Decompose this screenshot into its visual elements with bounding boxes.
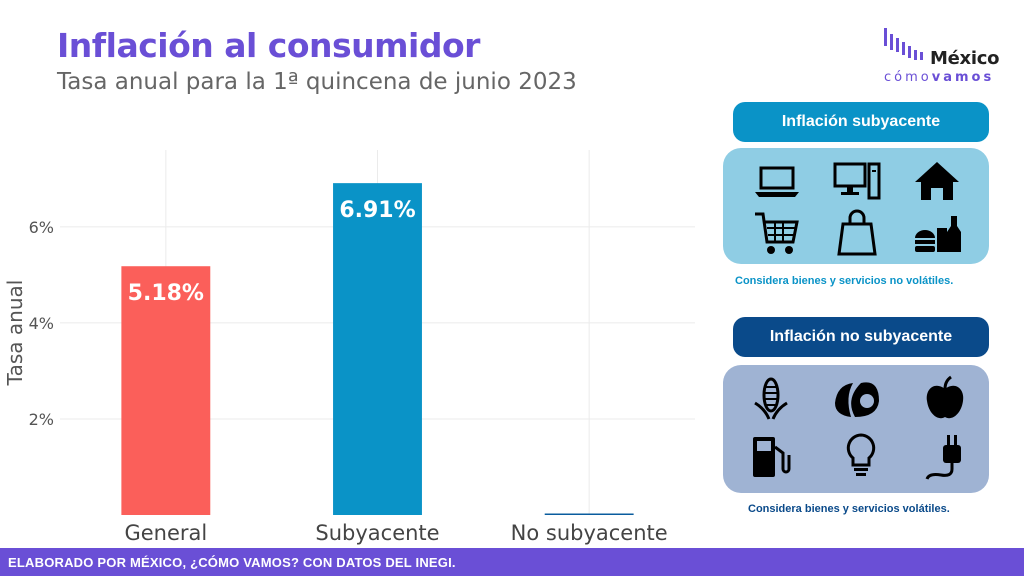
laptop-icon — [755, 166, 799, 197]
y-tick-label: 6% — [29, 218, 54, 237]
avocado-icon — [835, 382, 879, 417]
noncore-inflation-note: Considera bienes y servicios volátiles. — [748, 503, 950, 515]
page-title: Inflación al consumidor — [57, 26, 480, 65]
mexico-como-vamos-logo: México cómovamos — [880, 26, 1010, 88]
shopping-cart-icon — [755, 212, 799, 254]
food-and-drinks-icon — [915, 216, 961, 252]
corn-icon — [754, 377, 788, 420]
core-inflation-note: Considera bienes y servicios no volátile… — [735, 275, 954, 287]
apple-icon — [926, 375, 964, 419]
core-inflation-icons-box — [723, 148, 989, 264]
core-inflation-title: Inflación subyacente — [733, 102, 989, 142]
logo-word-como-vamos: cómovamos — [884, 70, 994, 85]
bar-general — [121, 266, 211, 515]
noncore-inflation-icons-box — [723, 365, 989, 493]
y-tick-label: 4% — [29, 314, 54, 333]
logo-word-mexico: México — [930, 48, 1000, 69]
page-subtitle: Tasa anual para la 1ª quincena de junio … — [57, 69, 577, 95]
logo-word-vamos: vamos — [931, 70, 995, 85]
x-tick-label: Subyacente — [315, 521, 439, 545]
bar-no-subyacente — [544, 513, 634, 515]
bar-subyacente — [333, 183, 422, 515]
house-icon — [915, 162, 959, 200]
desktop-computer-icon — [833, 162, 881, 200]
y-axis-label: Tasa anual — [3, 280, 27, 387]
noncore-inflation-title: Inflación no subyacente — [733, 317, 989, 357]
x-tick-label: General — [124, 521, 207, 545]
electric-plug-icon — [925, 435, 961, 480]
x-tick-label: No subyacente — [511, 521, 668, 545]
shopping-bag-icon — [837, 209, 877, 256]
inflation-bar-chart: 2% 4% 6% Tasa anual 5.18% General 6.91% Subyace… — [3, 150, 695, 545]
bar-value-label: 6.91% — [339, 198, 415, 223]
y-tick-label: 2% — [29, 410, 54, 429]
bar-value-label: 5.18% — [128, 281, 204, 306]
light-bulb-icon — [846, 433, 876, 476]
gas-pump-icon — [753, 437, 791, 477]
footer-credit: ELABORADO POR MÉXICO, ¿CÓMO VAMOS? CON D… — [0, 548, 1024, 576]
logo-word-como: cómo — [884, 70, 932, 85]
logo-bars-icon — [884, 28, 923, 60]
